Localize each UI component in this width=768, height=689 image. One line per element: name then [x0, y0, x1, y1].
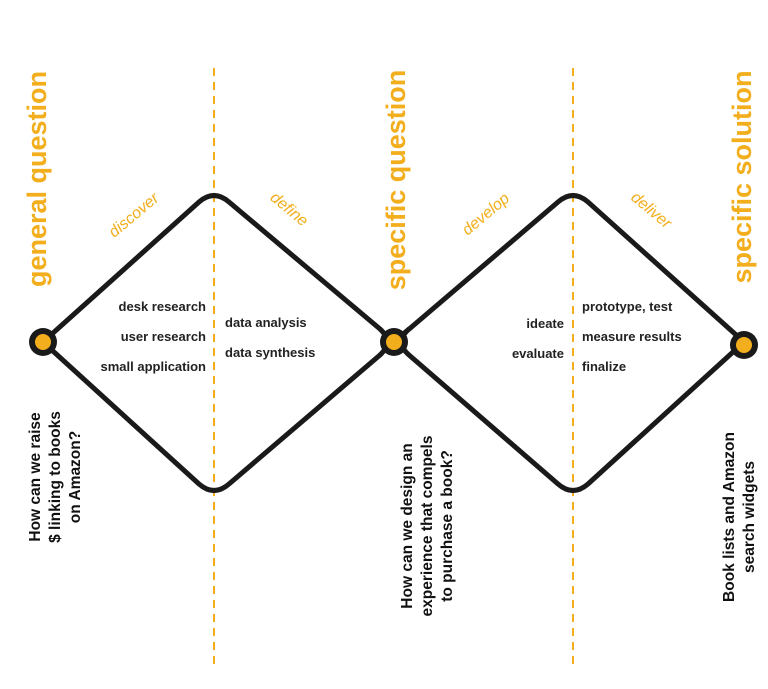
- activity-measure-results: measure results: [582, 329, 682, 344]
- heading-general-question: general question: [22, 71, 52, 287]
- heading-specific-solution: specific solution: [727, 70, 757, 283]
- question-middle-line: experience that compels: [419, 436, 436, 617]
- activity-desk-research: desk research: [119, 299, 207, 314]
- question-end: Book lists and Amazon search widgets: [721, 432, 758, 602]
- activity-user-research: user research: [121, 329, 206, 344]
- question-start: How can we raise $ linking to books on A…: [27, 411, 84, 543]
- question-start-line: How can we raise: [27, 412, 44, 542]
- question-middle-line: to purchase a book?: [439, 450, 456, 602]
- question-end-line: search widgets: [741, 461, 758, 573]
- activity-prototype-test: prototype, test: [582, 299, 673, 314]
- phase-label-deliver: deliver: [627, 189, 675, 233]
- activity-finalize: finalize: [582, 359, 626, 374]
- question-middle: How can we design an experience that com…: [399, 436, 456, 617]
- question-end-line: Book lists and Amazon: [721, 432, 738, 602]
- phase-label-develop: develop: [459, 190, 513, 239]
- heading-specific-question: specific question: [381, 70, 411, 291]
- activity-small-application: small application: [101, 359, 207, 374]
- question-start-line: on Amazon?: [67, 431, 84, 523]
- phase-label-discover: discover: [106, 189, 163, 241]
- activity-data-analysis: data analysis: [225, 315, 307, 330]
- activity-ideate: ideate: [526, 316, 564, 331]
- question-middle-line: How can we design an: [399, 443, 416, 608]
- phase-label-define: define: [267, 189, 311, 230]
- question-start-line: $ linking to books: [47, 411, 64, 543]
- node-general-question: [29, 328, 57, 356]
- activity-data-synthesis: data synthesis: [225, 345, 315, 360]
- activity-evaluate: evaluate: [512, 346, 564, 361]
- node-specific-solution: [730, 331, 758, 359]
- second-diamond: [391, 193, 747, 493]
- node-specific-question: [380, 328, 408, 356]
